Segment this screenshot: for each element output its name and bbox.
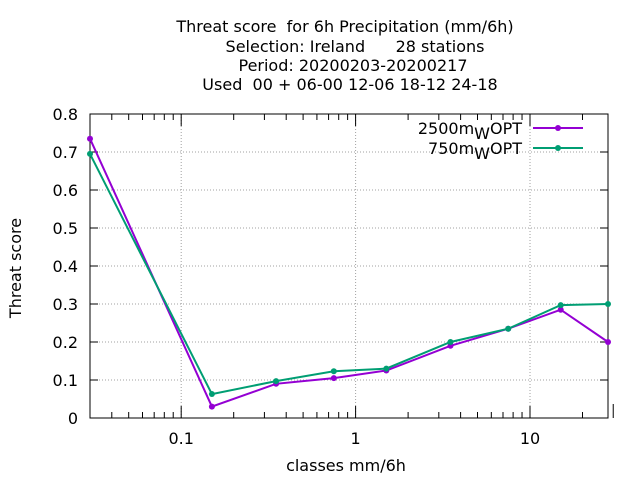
y-axis: 0 0.1 0.2 0.3 0.4 0.5 0.6 0.7 0.8 (53, 105, 608, 428)
y-tick-label: 0.3 (53, 295, 78, 314)
data-point-750m (447, 339, 454, 345)
x-axis: 0.1 1 10 (111, 114, 614, 448)
chart-title-line-3: Period: 20200203-20200217 (238, 56, 467, 75)
legend-label-750m: 750mWOPT (428, 139, 522, 163)
x-tick-label: 10 (520, 429, 540, 448)
legend-marker-2500m (555, 125, 561, 131)
data-point-2500m (605, 339, 611, 345)
legend-marker-750m (555, 145, 561, 151)
data-point-750m (605, 301, 611, 307)
series-group (87, 135, 611, 410)
x-tick-label: 0.1 (168, 429, 193, 448)
legend-label-2500m: 2500mWOPT (418, 119, 522, 143)
data-point-750m (505, 325, 512, 332)
y-tick-label: 0.4 (53, 257, 78, 276)
data-point-2500m (330, 375, 337, 382)
data-point-750m (383, 365, 390, 372)
y-tick-label: 0.1 (53, 371, 78, 390)
chart-title-line-4: Used 00 + 06-00 12-06 18-12 24-18 (202, 75, 497, 94)
y-tick-label: 0.2 (53, 333, 78, 352)
data-point-750m (557, 302, 564, 309)
y-tick-label: 0.5 (53, 219, 78, 238)
y-tick-label: 0.8 (53, 105, 78, 124)
y-axis-label: Threat score (6, 218, 25, 319)
data-point-750m (87, 150, 93, 157)
data-point-2500m (557, 306, 564, 313)
chart-title-line-2: Selection: Ireland 28 stations (226, 37, 485, 56)
x-tick-label: 1 (351, 429, 361, 448)
data-point-2500m (87, 135, 93, 142)
grid (90, 114, 608, 418)
y-tick-label: 0.6 (53, 181, 78, 200)
x-axis-label: classes mm/6h (286, 456, 406, 475)
data-point-750m (208, 391, 215, 398)
data-point-2500m (208, 403, 215, 410)
y-tick-label: 0 (68, 409, 78, 428)
data-point-750m (330, 368, 337, 375)
data-point-750m (273, 378, 280, 385)
y-tick-label: 0.7 (53, 143, 78, 162)
chart-title-line-1: Threat score for 6h Precipitation (mm/6h… (175, 17, 513, 36)
